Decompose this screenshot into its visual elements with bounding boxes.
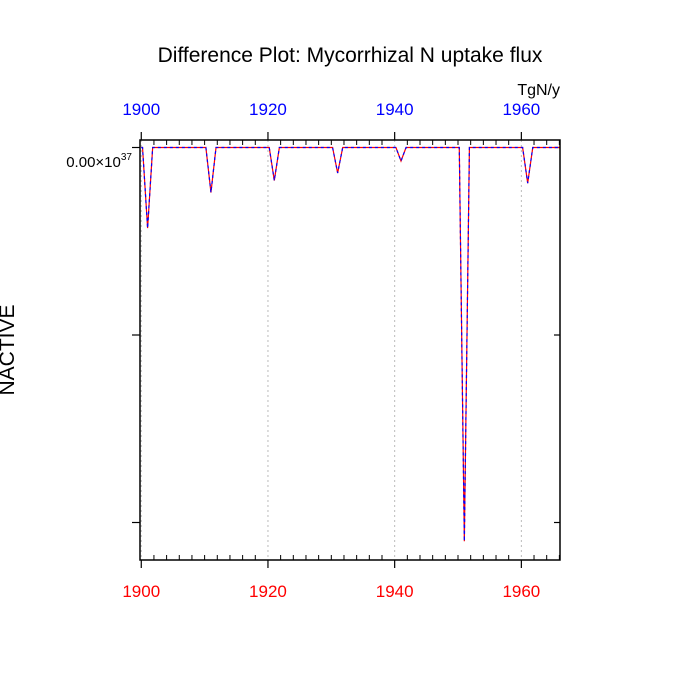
y-tick-label-zero: 0.00×1037	[66, 152, 132, 171]
x-tick-label-bottom-1900: 1900	[122, 582, 160, 601]
series-layer	[141, 146, 560, 542]
units-label: TgN/y	[517, 82, 560, 99]
y-tick-times: ×10	[95, 154, 120, 171]
x-tick-label-bottom-1940: 1940	[376, 582, 414, 601]
x-tick-label-top-1960: 1960	[502, 100, 540, 119]
x-tick-label-top-1920: 1920	[249, 100, 287, 119]
series-line-overlay-0	[141, 146, 560, 542]
x-tick-label-top-1940: 1940	[376, 100, 414, 119]
series-line-0	[141, 146, 560, 542]
y-tick-mantissa: 0.00	[66, 154, 95, 171]
y-axis-label: NACTIVE	[0, 304, 19, 395]
x-tick-label-bottom-1920: 1920	[249, 582, 287, 601]
x-tick-labels: 1900 1900 1920 1920 1940 1940 1960 1960	[122, 100, 540, 601]
plot-frame	[139, 139, 561, 561]
x-tick-label-top-1900: 1900	[122, 100, 160, 119]
chart-title: Difference Plot: Mycorrhizal N uptake fl…	[158, 44, 543, 67]
y-tick-exponent: 37	[121, 152, 133, 163]
x-tick-label-bottom-1960: 1960	[502, 582, 540, 601]
grid-layer	[140, 140, 522, 560]
ticks-layer	[132, 132, 560, 568]
